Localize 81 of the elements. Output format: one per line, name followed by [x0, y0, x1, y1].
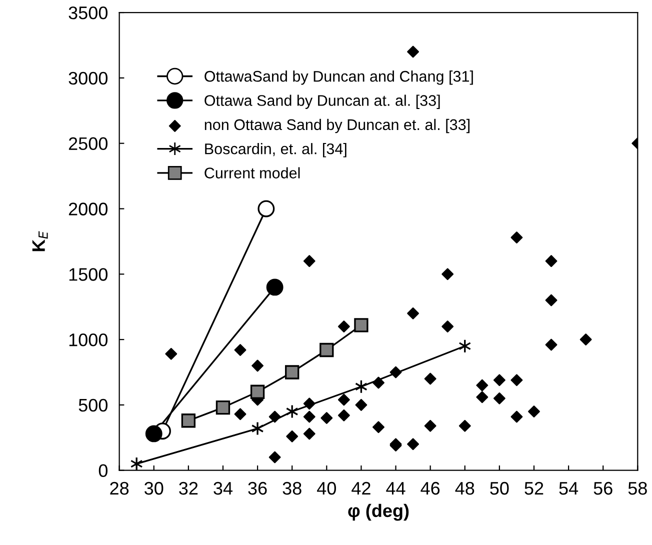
y-tick-label: 3500 [68, 6, 108, 20]
x-tick-label: 44 [386, 482, 406, 495]
x-axis-title: φ (deg) [348, 504, 409, 521]
point [458, 420, 471, 432]
point [234, 344, 246, 356]
point [528, 406, 540, 418]
legend-label: Ottawa Sand by Duncan at. al. [33] [204, 94, 440, 109]
point [338, 320, 350, 332]
x-tick-label: 48 [455, 482, 474, 495]
point [250, 384, 265, 399]
point [268, 451, 281, 464]
point [372, 376, 384, 389]
point [545, 338, 558, 351]
x-tick-label: 52 [524, 482, 544, 495]
point [251, 421, 264, 436]
x-tick-label: 36 [248, 482, 267, 495]
point [338, 409, 350, 422]
point [510, 232, 523, 244]
y-tick-label: 1000 [69, 333, 108, 346]
point [424, 372, 436, 385]
point [303, 398, 316, 410]
point [181, 414, 196, 428]
y-tick-label: 0 [98, 464, 108, 478]
x-tick-label: 58 [628, 482, 647, 495]
point [545, 255, 558, 268]
y-tick-label: 500 [78, 398, 108, 412]
point [476, 391, 488, 404]
y-tick-label: 2500 [68, 137, 108, 150]
point [510, 374, 523, 386]
point [268, 410, 281, 423]
y-tick-label: 3000 [68, 72, 108, 85]
x-tick-label: 50 [490, 482, 509, 495]
point [545, 294, 558, 306]
y-tick-label: 1500 [69, 268, 108, 281]
point [355, 398, 368, 411]
x-tick-label: 42 [352, 482, 370, 495]
x-tick-label: 38 [282, 482, 302, 495]
point [442, 320, 454, 332]
point [580, 334, 592, 346]
point [493, 392, 506, 404]
point [266, 278, 284, 296]
point [442, 268, 454, 280]
point [476, 379, 488, 392]
y-tick-label: 2000 [68, 202, 108, 216]
legend-label: Current model [204, 167, 300, 178]
point [354, 318, 368, 332]
x-tick-label: 46 [420, 482, 440, 495]
y-axis-title: K$_{E}$ [32, 231, 48, 252]
point [390, 366, 402, 378]
point [407, 307, 420, 320]
point [407, 46, 420, 58]
x-tick-label: 30 [144, 482, 164, 495]
point [285, 365, 300, 380]
point [510, 410, 523, 423]
x-tick-label: 34 [214, 482, 232, 495]
legend-label: OttawaSand by Duncan and Chang [31] [204, 70, 473, 85]
point [145, 425, 162, 442]
point [424, 420, 436, 432]
legend-label: non Ottawa Sand by Duncan et. al. [33] [204, 118, 470, 134]
x-tick-label: 54 [559, 482, 578, 495]
point [165, 348, 178, 360]
point [286, 430, 298, 442]
legend-label: Boscardin, et. al. [34] [205, 143, 346, 158]
point [130, 456, 143, 470]
point [303, 428, 316, 440]
point [338, 394, 350, 406]
x-tick-label: 32 [179, 482, 198, 495]
point [372, 421, 384, 434]
point [216, 400, 230, 415]
point [407, 438, 420, 450]
point [320, 412, 333, 424]
point [258, 200, 275, 218]
point [252, 360, 264, 372]
point [303, 255, 316, 268]
x-tick-label: 40 [317, 482, 336, 495]
point [320, 342, 334, 358]
point [234, 408, 246, 420]
x-tick-label: 56 [594, 482, 612, 495]
point [493, 374, 506, 386]
point [303, 410, 316, 423]
x-tick-label: 28 [110, 482, 129, 495]
